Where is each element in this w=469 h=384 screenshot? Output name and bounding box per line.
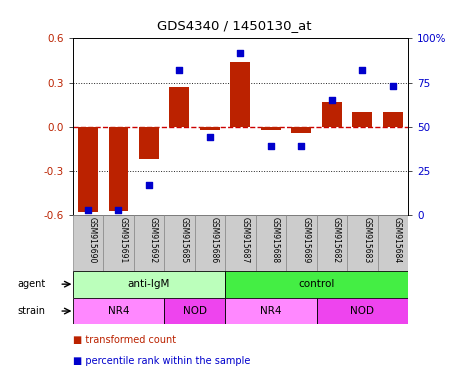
Bar [291, 127, 311, 132]
Bar [73, 298, 164, 324]
Bar [164, 298, 225, 324]
Text: GSM915692: GSM915692 [149, 217, 158, 263]
Bar [383, 112, 403, 127]
Bar [73, 271, 225, 298]
Text: NOD: NOD [350, 306, 374, 316]
Point [206, 134, 213, 141]
Point [358, 67, 366, 73]
Bar [225, 271, 408, 298]
Bar [200, 127, 220, 130]
Point [328, 97, 335, 103]
Text: GSM915684: GSM915684 [393, 217, 402, 263]
Bar [169, 87, 189, 127]
Text: strain: strain [18, 306, 46, 316]
Text: agent: agent [18, 279, 46, 289]
Point [297, 143, 305, 149]
Point [236, 50, 244, 56]
Bar [225, 298, 317, 324]
Text: anti-IgM: anti-IgM [128, 279, 170, 289]
Bar [108, 127, 129, 210]
Text: GDS4340 / 1450130_at: GDS4340 / 1450130_at [157, 19, 312, 32]
Bar [317, 215, 347, 271]
Text: ■ percentile rank within the sample: ■ percentile rank within the sample [73, 356, 250, 366]
Bar [317, 298, 408, 324]
Text: NOD: NOD [182, 306, 207, 316]
Bar [352, 112, 372, 127]
Bar [195, 215, 225, 271]
Bar [164, 215, 195, 271]
Bar [261, 127, 281, 130]
Text: GSM915686: GSM915686 [210, 217, 219, 263]
Text: GSM915687: GSM915687 [240, 217, 250, 263]
Bar [230, 62, 250, 127]
Bar [347, 215, 378, 271]
Text: GSM915690: GSM915690 [88, 217, 97, 263]
Text: GSM915688: GSM915688 [271, 217, 280, 263]
Bar [139, 127, 159, 159]
Bar [286, 215, 317, 271]
Text: GSM915682: GSM915682 [332, 217, 341, 263]
Point [389, 83, 396, 89]
Text: NR4: NR4 [108, 306, 129, 316]
Bar [78, 127, 98, 212]
Text: GSM915683: GSM915683 [362, 217, 371, 263]
Bar [256, 215, 286, 271]
Bar [225, 215, 256, 271]
Text: NR4: NR4 [260, 306, 281, 316]
Text: ■ transformed count: ■ transformed count [73, 335, 176, 345]
Bar [134, 215, 164, 271]
Point [175, 67, 183, 73]
Point [145, 182, 152, 188]
Bar [378, 215, 408, 271]
Bar [322, 102, 342, 127]
Point [114, 207, 122, 213]
Text: GSM915689: GSM915689 [301, 217, 310, 263]
Point [267, 143, 274, 149]
Point [84, 207, 91, 213]
Text: control: control [298, 279, 335, 289]
Bar [73, 215, 103, 271]
Bar [103, 215, 134, 271]
Text: GSM915691: GSM915691 [118, 217, 128, 263]
Text: GSM915685: GSM915685 [179, 217, 189, 263]
